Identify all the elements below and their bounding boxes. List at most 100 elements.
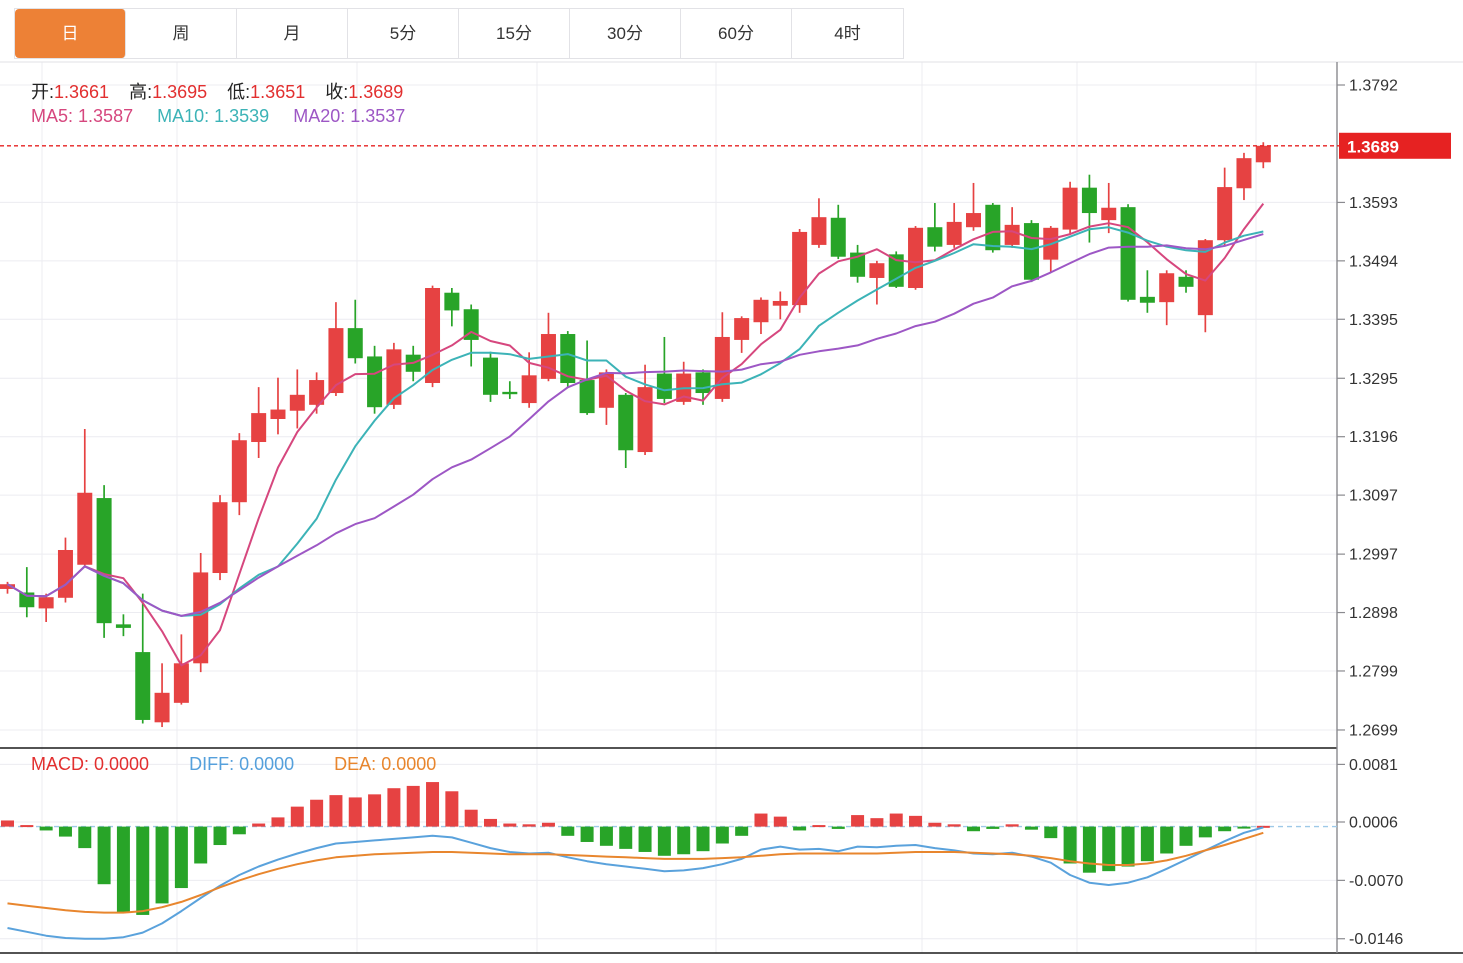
macd-bar [97, 826, 111, 885]
candle-body [753, 299, 769, 323]
price-axis-label: 1.3792 [1349, 78, 1398, 95]
grid-layer [0, 61, 1463, 954]
candle-body [0, 584, 15, 589]
macd-bar [20, 825, 34, 828]
macd-bar [116, 826, 130, 913]
macd-axis: 0.0081 0.0006 -0.0070 -0.0146 [1337, 757, 1403, 948]
candle-body [483, 357, 498, 395]
candle-body [135, 652, 151, 720]
current-price-label: 1.3689 [1347, 137, 1399, 156]
candle-body [309, 380, 325, 405]
ma20-line [6, 233, 1264, 617]
tab-60min[interactable]: 60分 [681, 9, 792, 58]
macd-bar [1256, 825, 1270, 828]
tab-day[interactable]: 日 [15, 9, 126, 58]
candle-body [1255, 145, 1271, 163]
candle-body [1081, 187, 1097, 214]
ma5-readout: MA5: 1.3587 [31, 106, 134, 126]
price-axis-label: 1.3097 [1349, 488, 1398, 505]
candle-body [115, 624, 131, 628]
candle-body [637, 387, 653, 453]
macd-legend: MACD: 0.0000 DIFF: 0.0000 DEA: 0.0000 [31, 754, 476, 775]
candle-body [347, 328, 363, 359]
diff-readout: DIFF: 0.0000 [189, 754, 295, 774]
candle-body [154, 692, 170, 723]
price-axis-label: 1.3494 [1349, 253, 1398, 270]
tab-15min[interactable]: 15分 [459, 9, 570, 58]
candle-body [1062, 187, 1078, 230]
candle-body [521, 375, 537, 404]
tab-month[interactable]: 月 [237, 9, 348, 58]
candle-body [463, 309, 479, 340]
candle-body [1023, 223, 1039, 280]
price-axis-label: 1.2799 [1349, 663, 1398, 680]
ohlc-legend: 开:1.3661 高:1.3695 低:1.3651 收:1.3689 [31, 78, 423, 104]
macd-bar [1179, 826, 1193, 846]
ma5-line [6, 202, 1265, 667]
price-axis-label: 1.3593 [1349, 195, 1398, 212]
candle-body [1178, 276, 1194, 287]
candle-body [173, 663, 189, 703]
candle-body [425, 287, 441, 384]
macd-bar [348, 797, 362, 827]
candle-body [1159, 273, 1175, 303]
macd-readout: MACD: 0.0000 [31, 754, 150, 774]
tab-4hour[interactable]: 4时 [834, 24, 861, 43]
macd-bar [1237, 826, 1251, 829]
price-axis-label: 1.3395 [1349, 312, 1398, 329]
price-axis-label: 1.2898 [1349, 605, 1398, 622]
candle-body [579, 380, 595, 414]
macd-bar [1005, 824, 1019, 827]
macd-bar [484, 818, 497, 827]
open-readout: 开:1.3661 [31, 82, 110, 102]
macd-bar [1063, 826, 1077, 864]
candle-body [251, 413, 267, 443]
low-readout: 低:1.3651 [227, 82, 306, 102]
macd-bar [947, 824, 961, 827]
macd-bar [1024, 826, 1038, 830]
macd-bar [522, 824, 536, 827]
candle-body [714, 336, 730, 399]
candle-body [598, 372, 614, 408]
close-readout: 收:1.3689 [325, 82, 404, 102]
tab-5min[interactable]: 5分 [348, 9, 459, 58]
macd-bar [677, 826, 691, 855]
candle-body [231, 440, 247, 503]
macd-bar [290, 806, 304, 827]
macd-bar [271, 817, 285, 827]
macd-bar [657, 826, 671, 856]
candle-body [850, 252, 866, 277]
macd-bar [252, 823, 266, 827]
candle-body [869, 263, 885, 278]
macd-bar [136, 826, 150, 915]
candle-body [811, 217, 827, 245]
candle-body [1236, 158, 1252, 189]
current-price-flag [1339, 132, 1451, 159]
macd-bar [696, 826, 710, 852]
price-axis-label: 1.2997 [1349, 547, 1398, 564]
macd-bar [889, 813, 903, 827]
macd-bar [715, 826, 729, 844]
macd-bar [1218, 826, 1232, 832]
macd-bar [599, 826, 613, 846]
macd-bar [619, 826, 633, 849]
price-axis-label: 1.2699 [1349, 722, 1398, 739]
macd-bar [812, 825, 826, 828]
tab-30min[interactable]: 30分 [570, 9, 681, 58]
macd-bar [1102, 826, 1116, 872]
macd-bar [1121, 826, 1135, 867]
candle-body [38, 597, 54, 609]
tab-week[interactable]: 周 [126, 9, 237, 58]
macd-bar [232, 826, 246, 835]
candle-body [270, 409, 286, 419]
candle-body [985, 204, 1001, 251]
macd-bar [39, 826, 53, 831]
macd-bar [1044, 826, 1058, 839]
macd-bar [561, 826, 575, 836]
dea-line [7, 831, 1264, 914]
candle-body [1120, 207, 1136, 300]
macd-bar [754, 813, 768, 827]
candle-body [1139, 296, 1155, 303]
candle-body [618, 394, 634, 451]
